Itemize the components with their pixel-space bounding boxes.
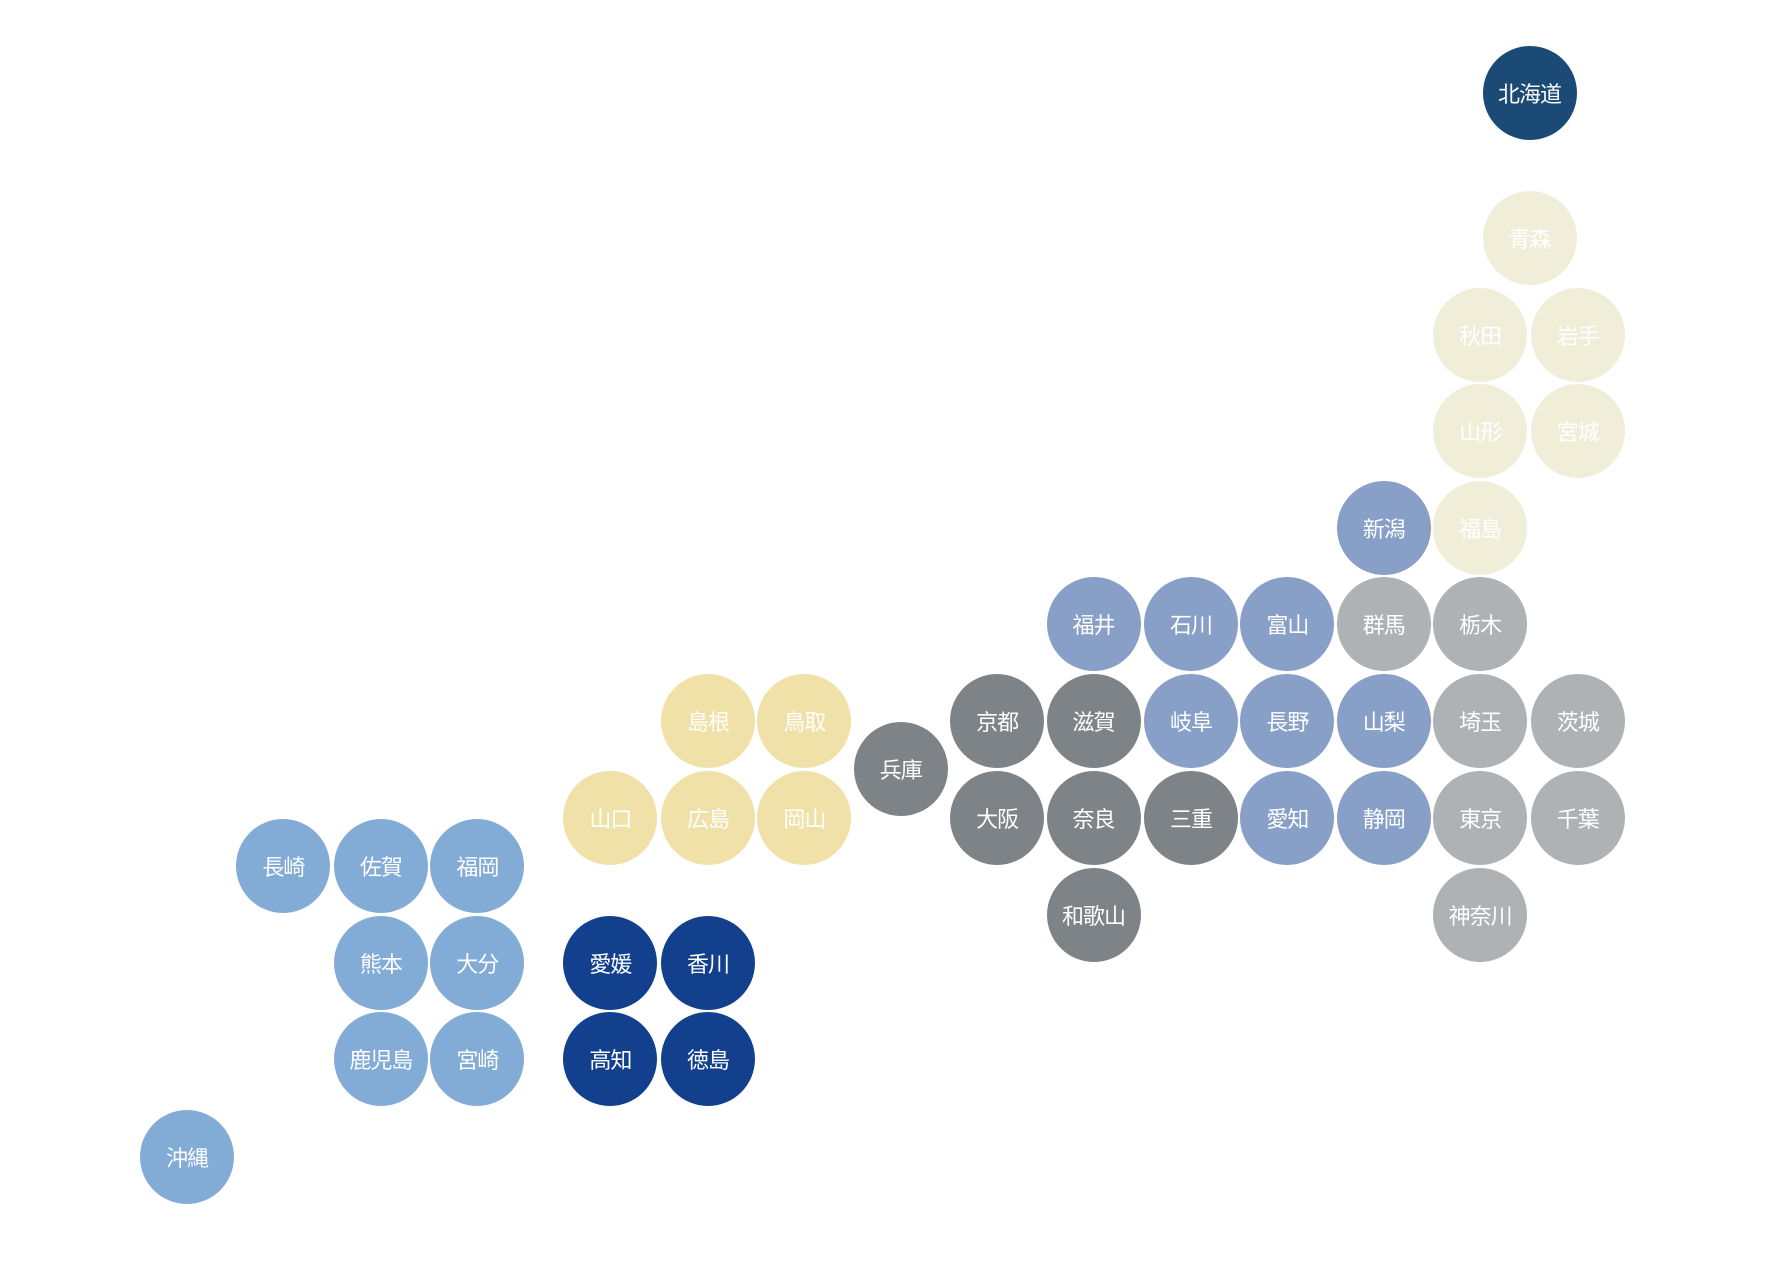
- prefecture-tile[interactable]: 沖縄: [140, 1109, 235, 1204]
- prefecture-tile[interactable]: 宮城: [1530, 384, 1625, 479]
- prefecture-tile[interactable]: 鳥取: [757, 673, 852, 768]
- prefecture-tile[interactable]: 奈良: [1046, 771, 1141, 866]
- prefecture-tile[interactable]: 岩手: [1530, 288, 1625, 383]
- prefecture-tile[interactable]: 徳島: [660, 1012, 755, 1107]
- prefecture-tile[interactable]: 滋賀: [1046, 673, 1141, 768]
- prefecture-tile[interactable]: 山形: [1433, 384, 1528, 479]
- prefecture-tile[interactable]: 栃木: [1433, 577, 1528, 672]
- prefecture-tile[interactable]: 鹿児島: [333, 1012, 428, 1107]
- prefecture-tile[interactable]: 青森: [1482, 190, 1577, 285]
- prefecture-tile[interactable]: 新潟: [1336, 480, 1431, 575]
- prefecture-tile[interactable]: 千葉: [1530, 771, 1625, 866]
- prefecture-tile[interactable]: 京都: [950, 673, 1045, 768]
- prefecture-tile[interactable]: 群馬: [1336, 577, 1431, 672]
- prefecture-tile[interactable]: 岐阜: [1144, 673, 1239, 768]
- prefecture-tile[interactable]: 和歌山: [1046, 867, 1141, 962]
- prefecture-tile[interactable]: 香川: [660, 915, 755, 1010]
- prefecture-tile[interactable]: 富山: [1240, 577, 1335, 672]
- prefecture-tile[interactable]: 茨城: [1530, 673, 1625, 768]
- prefecture-tile[interactable]: 広島: [660, 771, 755, 866]
- prefecture-tile[interactable]: 佐賀: [333, 819, 428, 914]
- prefecture-tile[interactable]: 静岡: [1336, 771, 1431, 866]
- prefecture-tile[interactable]: 神奈川: [1433, 867, 1528, 962]
- prefecture-tile[interactable]: 福井: [1046, 577, 1141, 672]
- prefecture-tile[interactable]: 熊本: [333, 915, 428, 1010]
- prefecture-tile[interactable]: 愛媛: [563, 915, 658, 1010]
- prefecture-tile[interactable]: 福島: [1433, 480, 1528, 575]
- prefecture-tile[interactable]: 大阪: [950, 771, 1045, 866]
- prefecture-tile[interactable]: 長野: [1240, 673, 1335, 768]
- prefecture-tile[interactable]: 東京: [1433, 771, 1528, 866]
- prefecture-tile[interactable]: 長崎: [236, 819, 331, 914]
- prefecture-tile[interactable]: 埼玉: [1433, 673, 1528, 768]
- prefecture-tile[interactable]: 山梨: [1336, 673, 1431, 768]
- prefecture-tile[interactable]: 愛知: [1240, 771, 1335, 866]
- prefecture-tile[interactable]: 大分: [430, 915, 525, 1010]
- prefecture-tile[interactable]: 宮崎: [430, 1012, 525, 1107]
- prefecture-tile[interactable]: 石川: [1144, 577, 1239, 672]
- prefecture-tile[interactable]: 兵庫: [853, 721, 948, 816]
- prefecture-tile[interactable]: 島根: [660, 673, 755, 768]
- prefecture-tile[interactable]: 三重: [1144, 771, 1239, 866]
- prefecture-tile[interactable]: 岡山: [757, 771, 852, 866]
- prefecture-tile[interactable]: 秋田: [1433, 288, 1528, 383]
- prefecture-tile[interactable]: 高知: [563, 1012, 658, 1107]
- prefecture-tile[interactable]: 山口: [563, 771, 658, 866]
- prefecture-tile[interactable]: 福岡: [430, 819, 525, 914]
- prefecture-tile[interactable]: 北海道: [1482, 45, 1577, 140]
